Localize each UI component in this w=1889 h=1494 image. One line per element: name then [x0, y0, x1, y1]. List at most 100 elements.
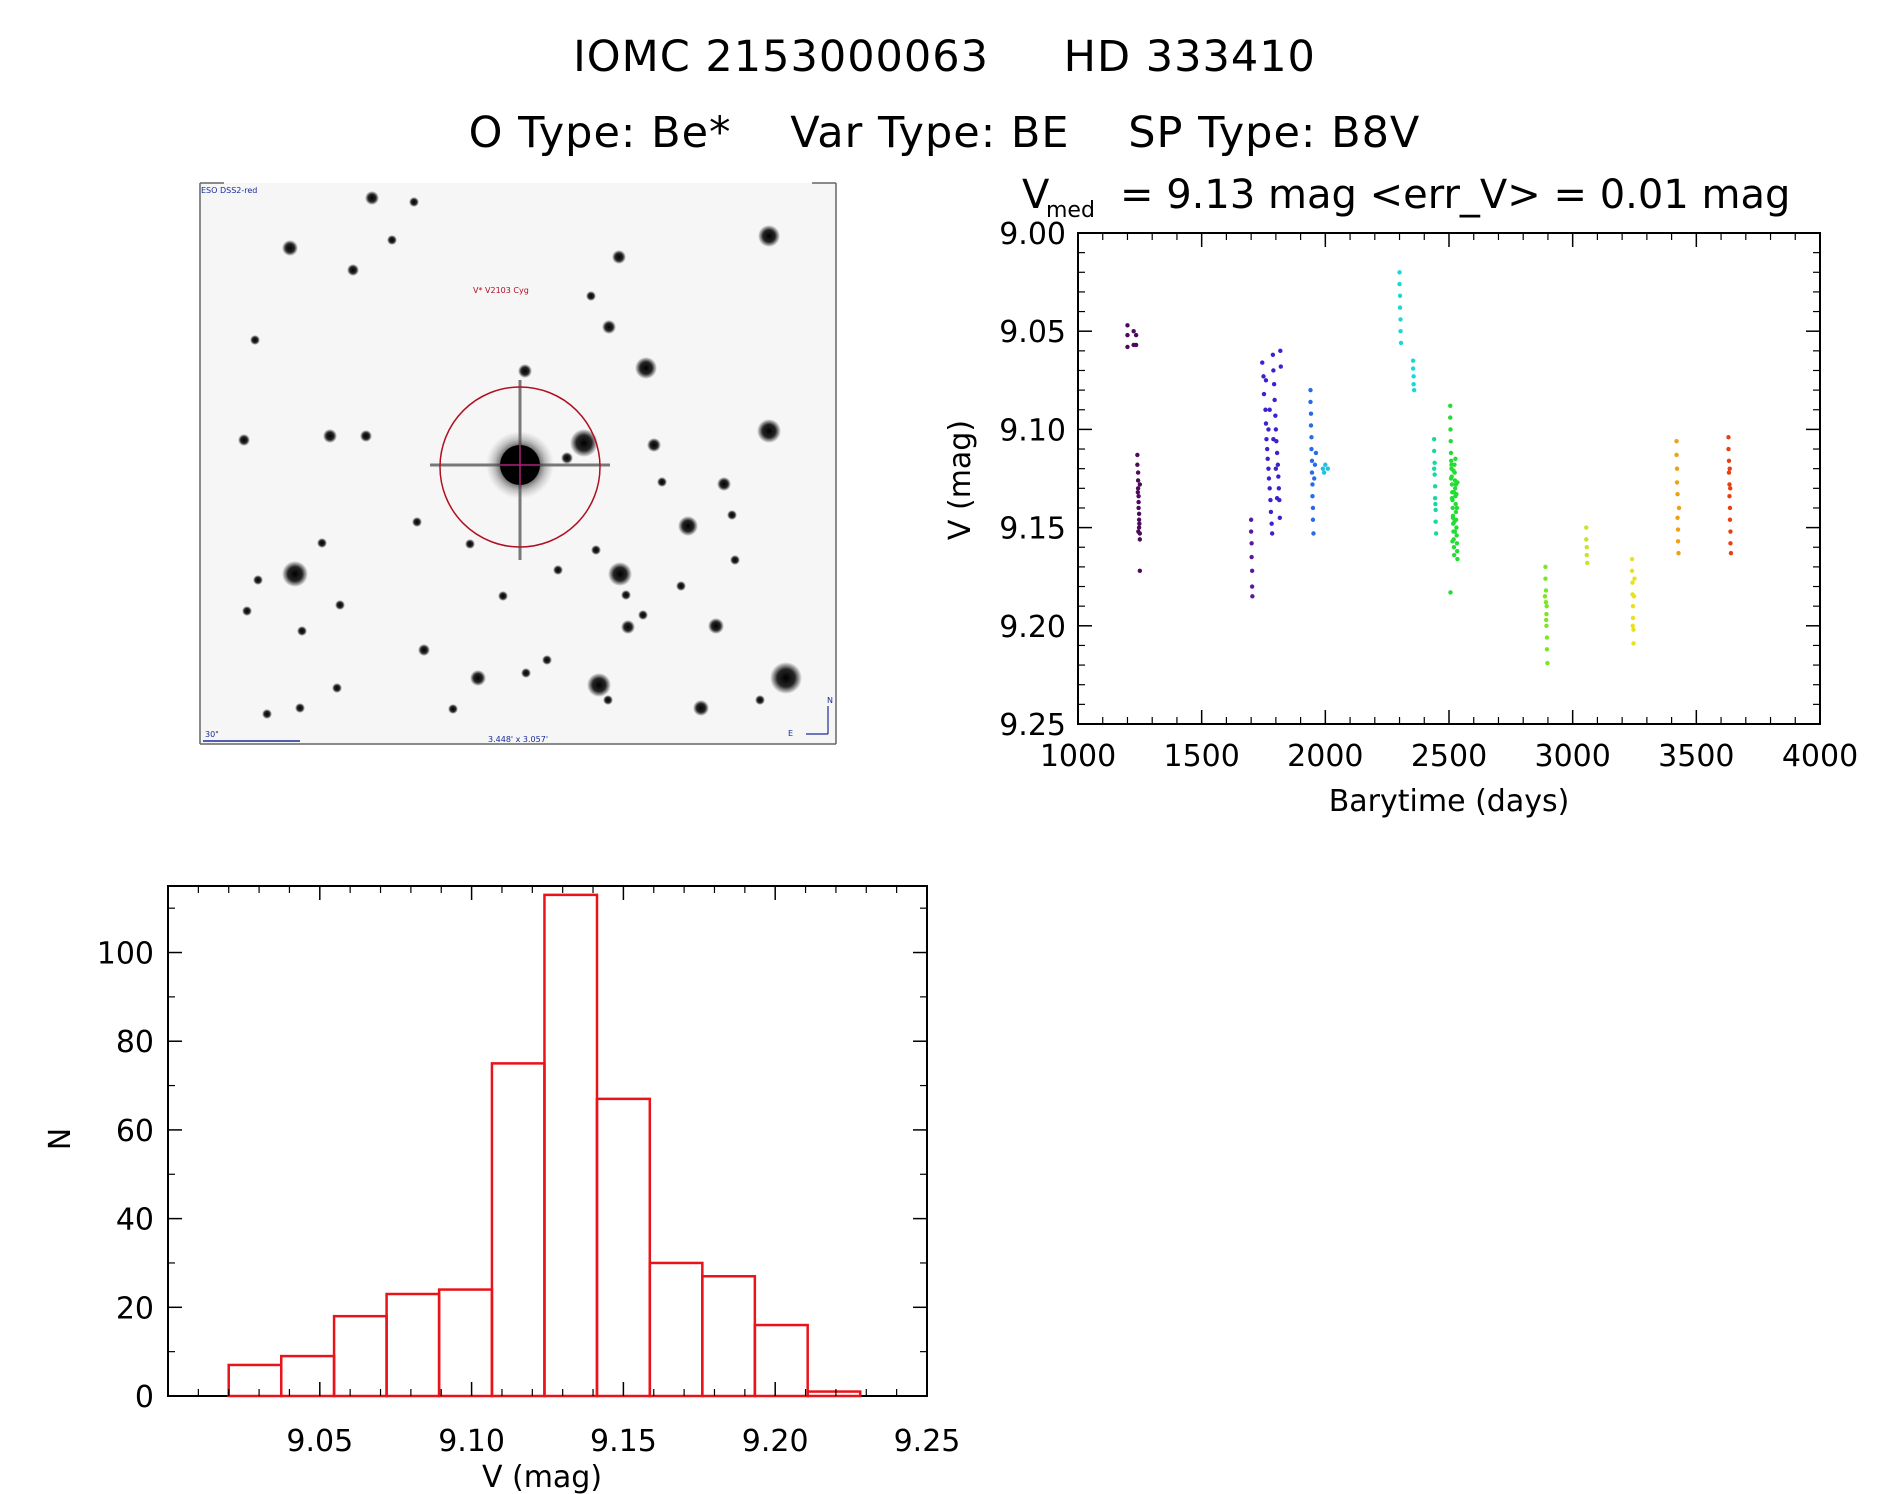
field-star-25: [621, 620, 635, 634]
field-star-41: [561, 452, 573, 464]
field-star-49: [295, 703, 305, 713]
lc-point-8-31: [1448, 476, 1454, 481]
lc-point-1-13: [1137, 482, 1143, 487]
lc-point-4-14: [1312, 462, 1318, 467]
lc-ytick-label-1: 9.05: [999, 315, 1066, 350]
lc-point-4-8: [1310, 482, 1315, 487]
lc-ylabel: V (mag): [943, 420, 978, 540]
lc-point-4-11: [1310, 517, 1316, 522]
lc-point-1-14: [1135, 490, 1141, 495]
hist-axes: 9.05 9.10 9.15 9.20 9.25 0 20 40 60 80 100: [97, 886, 961, 1459]
lc-point-11-5: [1630, 615, 1636, 621]
lc-point-3-34: [1266, 427, 1271, 432]
lc-point-6-6: [1398, 340, 1404, 346]
lc-point-1-8: [1136, 511, 1142, 517]
field-star-28: [587, 673, 611, 697]
iomc-id: IOMC 2153000063: [573, 32, 989, 82]
lc-point-4-12: [1311, 531, 1316, 536]
lc-point-8-2: [1448, 427, 1453, 432]
lc-point-12-3: [1674, 480, 1680, 485]
lc-point-10-4: [1585, 560, 1590, 566]
sky-image-panel: ESO DSS2-red V* V2103 Cyg 30" 3.448' x 3…: [199, 182, 837, 745]
lc-point-2-5: [1249, 584, 1255, 589]
lc-point-6-10: [1411, 382, 1416, 387]
lc-point-8-11: [1450, 505, 1455, 511]
lc-point-13-4: [1727, 482, 1732, 487]
lc-point-8-21: [1452, 486, 1458, 491]
object-type: O Type: Be*: [468, 108, 732, 158]
lc-point-8-44: [1455, 480, 1460, 485]
lc-point-8-35: [1452, 529, 1458, 534]
lc-point-8-17: [1451, 552, 1457, 558]
lc-point-3-3: [1263, 407, 1268, 412]
lc-point-3-9: [1266, 476, 1272, 481]
lc-point-8-3: [1448, 438, 1453, 444]
lc-point-3-1: [1261, 374, 1266, 379]
lc-point-1-7: [1136, 505, 1141, 511]
lc-point-3-23: [1275, 462, 1281, 467]
lc-point-12-7: [1675, 539, 1681, 544]
field-star-8: [602, 320, 616, 334]
hist-bar-11: [806, 1390, 862, 1398]
lc-point-4-15: [1313, 450, 1319, 456]
lc-point-11-9: [1632, 576, 1637, 581]
histogram-chart: 9.05 9.10 9.15 9.20 9.25 0 20 40 60 80 100 V (mag)…: [43, 885, 961, 1494]
lc-point-0-2: [1125, 344, 1130, 350]
lc-point-4-10: [1310, 505, 1316, 511]
lc-ytick-label-2: 9.10: [999, 413, 1066, 448]
lc-point-12-9: [1676, 505, 1682, 511]
lc-point-1-4: [1135, 486, 1141, 491]
lc-point-1-9: [1136, 517, 1142, 522]
lc-point-2-3: [1249, 554, 1254, 560]
lc-point-9-3: [1543, 600, 1549, 605]
lc-point-12-8: [1676, 550, 1681, 556]
lc-point-12-5: [1675, 515, 1680, 520]
field-star-50: [335, 600, 345, 610]
hist-xtick-label-3: 9.20: [742, 1424, 809, 1459]
lc-point-5-2: [1325, 466, 1331, 471]
hist-bar-6: [543, 893, 599, 1398]
lc-point-0-0: [1125, 323, 1130, 328]
lc-point-3-24: [1276, 474, 1281, 479]
lc-point-6-1: [1397, 281, 1402, 287]
type-info-title: O Type: Be* Var Type: BE SP Type: B8V: [0, 108, 1889, 158]
lc-point-2-1: [1248, 529, 1254, 534]
hist-xlabel: V (mag): [482, 1460, 602, 1494]
target-label: V* V2103 Cyg: [473, 286, 529, 295]
lc-point-9-4: [1544, 611, 1549, 617]
field-star-11: [586, 291, 596, 301]
field-star-39: [553, 565, 563, 575]
hist-ytick-label-0: 0: [135, 1380, 154, 1415]
field-star-22: [297, 626, 307, 636]
hist-bar-7: [595, 1097, 652, 1398]
lc-point-13-3: [1726, 470, 1732, 475]
lc-point-9-0: [1543, 564, 1548, 570]
lc-point-3-31: [1267, 407, 1272, 412]
field-star-35: [242, 606, 252, 616]
lc-point-2-2: [1249, 541, 1254, 546]
hist-ytick-label-4: 80: [116, 1025, 154, 1060]
lc-point-7-1: [1431, 448, 1437, 454]
lc-point-7-10: [1433, 501, 1438, 507]
lc-point-7-4: [1432, 484, 1438, 489]
lc-point-4-1: [1308, 399, 1313, 405]
lc-xtick-label-1: 1500: [1163, 739, 1239, 774]
lc-point-2-4: [1249, 568, 1255, 574]
hist-xtick-label-4: 9.25: [894, 1424, 961, 1459]
hist-bar-5: [490, 1062, 546, 1398]
lc-point-6-9: [1411, 374, 1416, 379]
lc-point-8-0: [1448, 403, 1453, 409]
lc-point-8-41: [1452, 519, 1457, 524]
lc-point-13-10: [1728, 550, 1734, 556]
survey-label: ESO DSS2-red: [201, 186, 257, 195]
field-star-26: [708, 618, 724, 634]
hist-bar-10: [753, 1323, 809, 1398]
field-star-40: [638, 610, 648, 620]
lc-point-6-0: [1397, 270, 1402, 275]
lc-point-8-40: [1451, 468, 1456, 473]
lc-point-3-22: [1274, 450, 1280, 456]
spectral-type: SP Type: B8V: [1128, 108, 1421, 158]
lc-point-13-1: [1726, 446, 1731, 452]
lc-point-8-42: [1453, 456, 1458, 462]
lc-point-9-5: [1544, 623, 1549, 628]
